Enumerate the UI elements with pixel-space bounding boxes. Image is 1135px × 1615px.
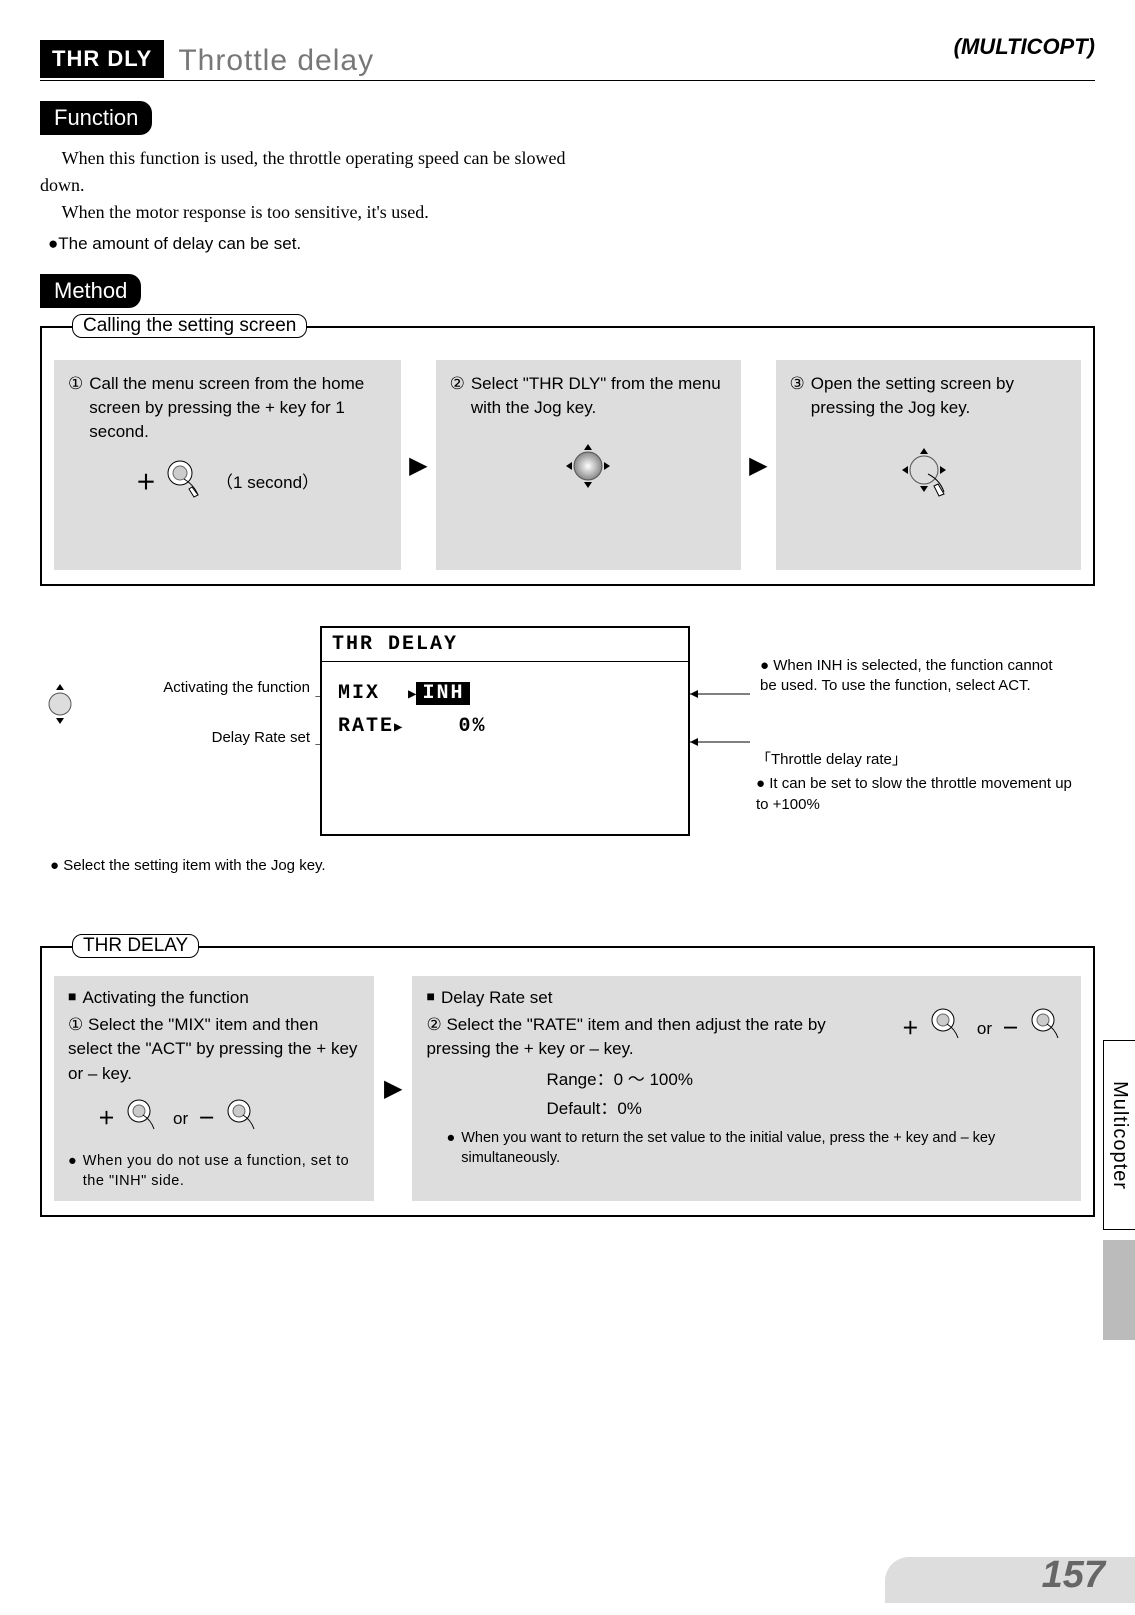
note-inh: When INH is selected, the function canno…	[760, 657, 1053, 694]
arrow1: ▶	[409, 360, 427, 570]
right-head: Delay Rate set	[441, 986, 553, 1011]
thr-delay-box: THR DELAY ■Activating the function ① Sel…	[40, 946, 1095, 1217]
plus-label2: ＋	[98, 1107, 115, 1132]
step1-num: ①	[68, 372, 83, 443]
plus-label: ＋	[136, 469, 156, 497]
step1-time: （1 second）	[216, 471, 319, 495]
press-icon5	[1029, 1006, 1067, 1052]
jog-press-icon	[790, 438, 1067, 509]
lcd-inh: INH	[416, 682, 470, 705]
lcd-rate-label: RATE	[338, 715, 394, 738]
step2-num: ②	[450, 372, 465, 420]
step2-card: ② Select "THR DLY" from the menu with th…	[436, 360, 741, 570]
right-note: When you want to return the set value to…	[461, 1129, 1067, 1168]
jog-mini-icon	[40, 676, 80, 737]
function-intro: When this function is used, the throttle…	[40, 145, 1095, 254]
delayrate-card: ■Delay Rate set ② Select the "RATE" item…	[412, 976, 1081, 1201]
range-text: Range：0 ～ 100%	[546, 1068, 1067, 1093]
arrow-c	[690, 686, 750, 704]
method-heading: Method	[40, 274, 141, 308]
note-jog: Select the setting item with the Jog key…	[63, 857, 325, 874]
page-title: Throttle delay	[178, 44, 374, 78]
default-text: Default：0%	[546, 1097, 1067, 1122]
header-label: THR DLY	[40, 40, 164, 78]
label-activating: Activating the function	[100, 678, 310, 698]
arrow2: ▶	[749, 360, 767, 570]
function-p1: When this function is used, the throttle…	[40, 145, 600, 199]
function-heading: Function	[40, 101, 152, 135]
activating-card: ■Activating the function ① Select the "M…	[54, 976, 374, 1201]
label-delayrate: Delay Rate set	[100, 728, 310, 748]
press-icon2	[125, 1097, 163, 1143]
or2: or	[977, 1017, 992, 1042]
calling-setting-box: Calling the setting screen ① Call the me…	[40, 326, 1095, 586]
left-note: When you do not use a function, set to t…	[83, 1152, 360, 1191]
arrow3: ▶	[384, 976, 402, 1201]
step1-card: ① Call the menu screen from the home scr…	[54, 360, 401, 570]
step2-text: Select "THR DLY" from the menu with the …	[471, 372, 727, 420]
lcd-screen: THR DELAY MIX ▶INH RATE▶ 0%	[320, 626, 690, 836]
left-body: Select the "MIX" item and then select th…	[68, 1015, 357, 1083]
side-gray	[1103, 1240, 1135, 1340]
or1: or	[173, 1107, 188, 1132]
lcd-diagram: Activating the function → Delay Rate set…	[40, 626, 1095, 926]
right-num: ②	[426, 1015, 441, 1034]
note-rate: It can be set to slow the throttle movem…	[756, 775, 1072, 812]
note-rate-title: 「Throttle delay rate」	[756, 750, 1076, 770]
jog-icon	[450, 434, 727, 505]
left-num: ①	[68, 1015, 83, 1034]
press-icon3	[225, 1097, 263, 1143]
page-header: THR DLY Throttle delay (MULTICOPT)	[40, 40, 1095, 78]
step3-num: ③	[790, 372, 805, 420]
lcd-title: THR DELAY	[322, 628, 688, 662]
arrow-d	[690, 734, 750, 752]
minus-label2: －	[198, 1107, 215, 1132]
right-body: Select the "RATE" item and then adjust t…	[426, 1015, 825, 1059]
side-tab: Multicopter	[1103, 1040, 1135, 1230]
plus-label3: ＋	[902, 1017, 919, 1042]
minus-label3: －	[1002, 1017, 1019, 1042]
step1-text: Call the menu screen from the home scree…	[89, 372, 387, 443]
function-note: ●The amount of delay can be set.	[48, 234, 1095, 254]
lcd-mix: MIX	[338, 682, 380, 705]
left-head: Activating the function	[82, 986, 248, 1011]
calling-legend: Calling the setting screen	[72, 314, 307, 338]
step3-card: ③ Open the setting screen by pressing th…	[776, 360, 1081, 570]
category-label: (MULTICOPT)	[954, 34, 1095, 60]
press-icon	[164, 457, 208, 508]
press-icon4	[929, 1006, 967, 1052]
thr-delay-legend: THR DELAY	[72, 934, 199, 958]
page-number: 157	[1042, 1554, 1105, 1597]
lcd-rate-value: 0%	[458, 715, 486, 738]
header-rule	[40, 80, 1095, 81]
function-p2: When the motor response is too sensitive…	[40, 199, 600, 226]
step3-text: Open the setting screen by pressing the …	[811, 372, 1067, 420]
